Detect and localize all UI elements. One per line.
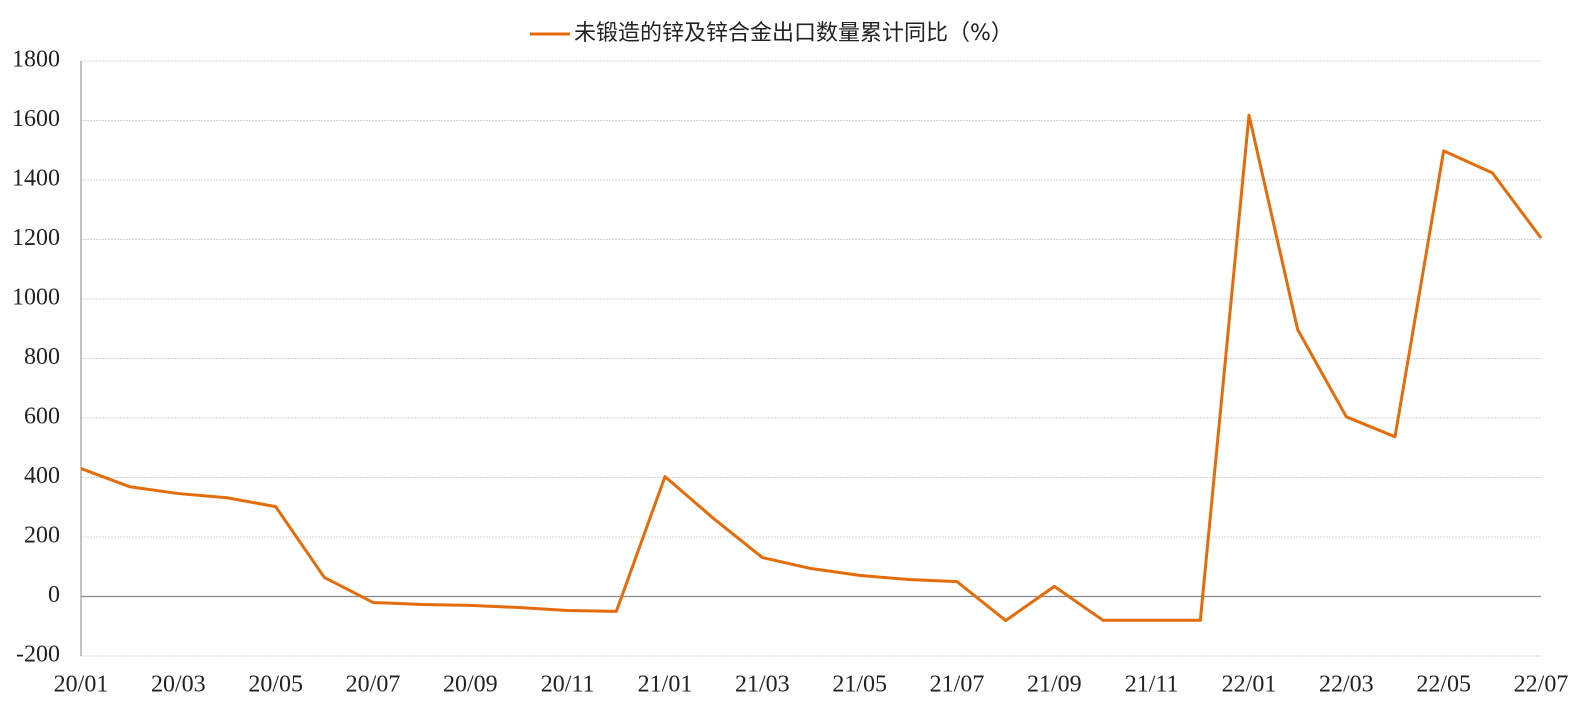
x-tick-label: 21/01 [638,672,693,698]
y-tick-label: 1400 [12,166,60,192]
x-tick-label: 20/05 [248,672,303,698]
x-tick-label: 21/09 [1027,672,1082,698]
x-tick-label: 22/01 [1222,672,1277,698]
x-tick-label: 20/03 [151,672,206,698]
x-tick-label: 21/03 [735,672,790,698]
data-line [80,113,1543,623]
y-tick-label: 1200 [12,225,60,251]
x-tick-label: 22/05 [1416,672,1471,698]
y-tick-label: 1000 [12,285,60,311]
y-tick-label: 1600 [12,106,60,132]
y-tick-label: 600 [24,404,60,430]
y-tick-label: 400 [24,463,60,489]
x-tick-label: 21/05 [832,672,887,698]
y-tick-label: 0 [48,582,60,608]
x-tick-label: 20/01 [54,672,109,698]
y-tick-label: -200 [16,642,60,668]
y-tick-label: 800 [24,344,60,370]
legend-label: 未锻造的锌及锌合金出口数量累计同比（%） [574,21,1013,46]
x-tick-label: 21/07 [930,672,985,698]
x-tick-label: 21/11 [1125,672,1179,698]
x-tick-label: 20/09 [443,672,498,698]
y-tick-label: 200 [24,523,60,549]
y-tick-label: 1800 [12,47,60,73]
x-tick-label: 20/11 [541,672,595,698]
x-tick-label: 20/07 [346,672,401,698]
x-tick-label: 22/07 [1514,672,1569,698]
x-tick-label: 22/03 [1319,672,1374,698]
